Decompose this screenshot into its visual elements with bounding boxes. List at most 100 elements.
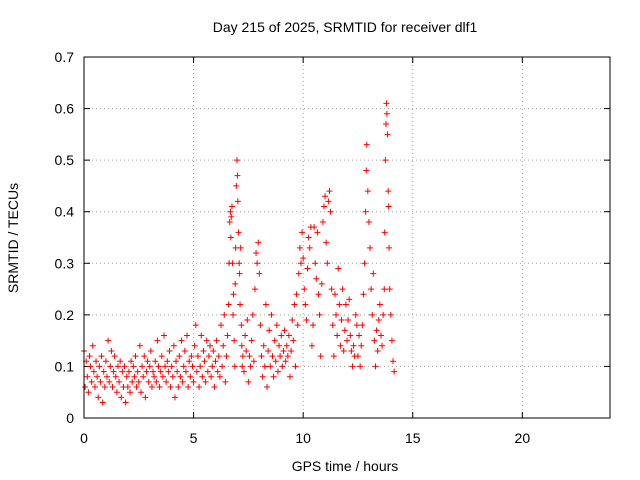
data-point <box>236 270 243 277</box>
data-point <box>133 384 140 391</box>
data-point <box>319 219 326 226</box>
data-point <box>254 260 261 267</box>
data-point <box>82 384 89 391</box>
data-point <box>238 322 245 329</box>
data-point <box>156 384 163 391</box>
data-point <box>323 239 330 246</box>
data-points <box>81 100 398 406</box>
data-point <box>315 291 322 298</box>
data-point <box>376 301 383 308</box>
data-point <box>274 368 281 375</box>
data-point <box>306 244 313 251</box>
data-point <box>155 363 162 370</box>
data-point <box>219 363 226 370</box>
data-point <box>104 373 111 380</box>
data-point <box>85 389 92 396</box>
data-point <box>192 322 199 329</box>
data-point <box>168 363 175 370</box>
data-point <box>231 363 238 370</box>
data-point <box>228 213 235 220</box>
data-point <box>314 229 321 236</box>
data-point <box>261 363 268 370</box>
data-point <box>157 368 164 375</box>
data-point <box>262 301 269 308</box>
data-point <box>273 322 280 329</box>
data-point <box>114 363 121 370</box>
data-point <box>143 368 150 375</box>
data-point <box>223 353 230 360</box>
data-point <box>313 275 320 282</box>
data-point <box>185 384 192 391</box>
data-point <box>234 172 241 179</box>
data-point <box>211 384 218 391</box>
data-point <box>181 347 188 354</box>
data-point <box>375 317 382 324</box>
data-point <box>235 229 242 236</box>
data-point <box>159 373 166 380</box>
data-point <box>153 378 160 385</box>
data-point <box>288 347 295 354</box>
data-point <box>380 311 387 318</box>
data-point <box>116 378 123 385</box>
data-point <box>345 317 352 324</box>
data-point <box>148 384 155 391</box>
data-point <box>339 286 346 293</box>
data-point <box>188 353 195 360</box>
data-point <box>267 363 274 370</box>
data-point <box>233 182 240 189</box>
data-point <box>308 342 315 349</box>
data-point <box>204 368 211 375</box>
y-tick-label: 0.6 <box>55 101 75 117</box>
data-point <box>170 342 177 349</box>
data-point <box>232 280 239 287</box>
data-point <box>269 353 276 360</box>
data-point <box>257 322 264 329</box>
data-point <box>144 358 151 365</box>
data-point <box>100 368 107 375</box>
data-point <box>134 368 141 375</box>
data-point <box>135 378 142 385</box>
data-point <box>356 332 363 339</box>
data-point <box>346 296 353 303</box>
data-point <box>127 389 134 396</box>
data-point <box>361 260 368 267</box>
data-point <box>301 286 308 293</box>
data-point <box>232 244 239 251</box>
data-point <box>233 157 240 164</box>
data-point <box>198 332 205 339</box>
data-point <box>154 337 161 344</box>
data-point <box>236 260 243 267</box>
data-point <box>368 286 375 293</box>
data-point <box>328 286 335 293</box>
data-point <box>102 358 109 365</box>
data-point <box>255 239 262 246</box>
data-point <box>227 208 234 215</box>
y-tick-label: 0.4 <box>55 204 75 220</box>
data-point <box>225 301 232 308</box>
data-point <box>338 317 345 324</box>
y-tick-label: 0.2 <box>55 307 75 323</box>
data-point <box>383 121 390 128</box>
data-point <box>140 373 147 380</box>
data-point <box>89 342 96 349</box>
data-point <box>258 353 265 360</box>
data-point <box>141 353 148 360</box>
y-tick-label: 0.1 <box>55 358 75 374</box>
data-point <box>201 358 208 365</box>
data-point <box>162 363 169 370</box>
data-point <box>205 353 212 360</box>
data-point <box>248 337 255 344</box>
data-point <box>200 347 207 354</box>
data-point <box>294 322 301 329</box>
data-point <box>237 244 244 251</box>
data-point <box>379 342 386 349</box>
data-point <box>210 347 217 354</box>
data-point <box>151 373 158 380</box>
data-point <box>88 378 95 385</box>
data-point <box>199 373 206 380</box>
data-point <box>305 234 312 241</box>
data-point <box>334 332 341 339</box>
data-point <box>87 363 94 370</box>
data-point <box>244 317 251 324</box>
data-point <box>256 270 263 277</box>
